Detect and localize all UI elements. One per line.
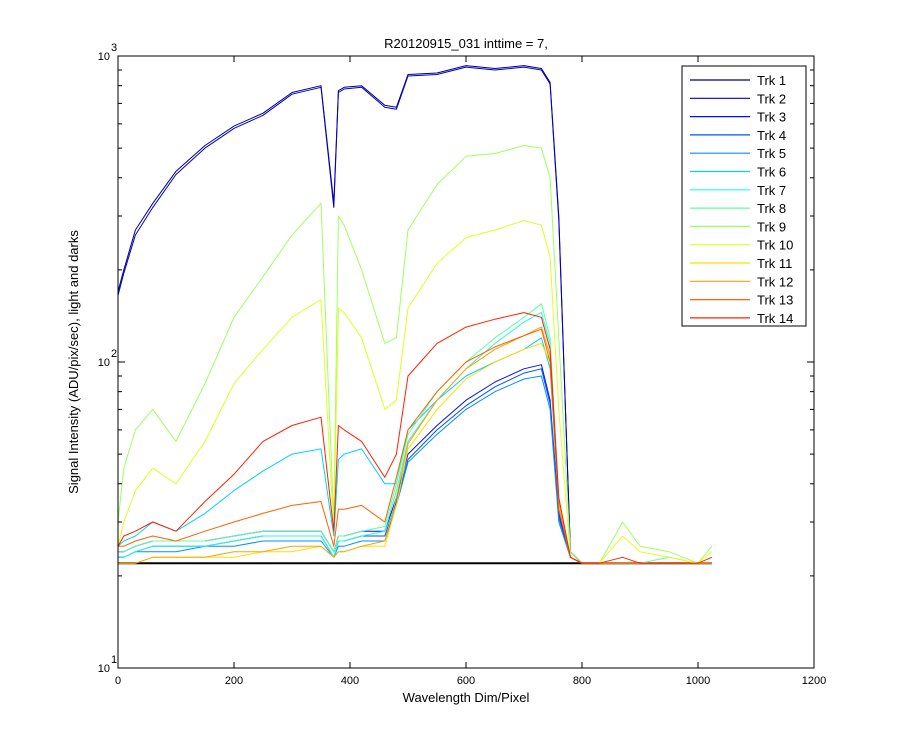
y-tick-label-base: 10 [98, 357, 110, 369]
chart-title: R20120915_031 inttime = 7, [384, 36, 548, 51]
y-tick-label-exponent: 2 [111, 348, 117, 360]
x-tick-label: 200 [225, 675, 243, 687]
legend-label: Trk 6 [757, 165, 786, 180]
legend-box [681, 65, 807, 327]
legend-label: Trk 14 [757, 311, 793, 326]
y-axis-label: Signal Intensity (ADU/pix/sec), light an… [66, 230, 81, 494]
legend-label: Trk 3 [757, 110, 786, 125]
y-tick-label: 102 [98, 348, 117, 369]
legend-label: Trk 2 [757, 91, 786, 106]
legend-entry: Trk 11 [690, 256, 792, 271]
legend-entry: Trk 4 [690, 128, 786, 143]
legend-label: Trk 8 [757, 201, 786, 216]
y-tick-label-base: 10 [98, 51, 110, 63]
legend-entry: Trk 9 [690, 219, 786, 234]
x-tick-label: 1200 [802, 675, 826, 687]
legend-entry: Trk 1 [690, 73, 786, 88]
legend-label: Trk 5 [757, 146, 786, 161]
x-tick-label: 1000 [686, 675, 710, 687]
legend-label: Trk 1 [757, 73, 786, 88]
x-axis-label: Wavelength Dim/Pixel [403, 690, 530, 705]
x-tick-label: 400 [341, 675, 359, 687]
legend-entry: Trk 10 [690, 238, 793, 253]
legend-label: Trk 11 [757, 256, 792, 271]
legend-entry: Trk 6 [690, 165, 786, 180]
legend-entry: Trk 2 [690, 91, 786, 106]
x-tick-label: 800 [573, 675, 591, 687]
legend-label: Trk 9 [757, 219, 786, 234]
legend-label: Trk 4 [757, 128, 786, 143]
legend-entry: Trk 13 [690, 293, 793, 308]
legend-label: Trk 12 [757, 274, 793, 289]
y-tick-label: 103 [98, 42, 117, 63]
legend: Trk 1 Trk 2 Trk 3 Trk 4 Trk 5 Trk 6 Trk 7 Trk 8… [681, 65, 807, 327]
legend-entry: Trk 5 [690, 146, 786, 161]
series-layer [117, 65, 713, 565]
x-tick-label: 0 [115, 675, 121, 687]
legend-entry: Trk 14 [690, 311, 793, 326]
legend-entry: Trk 7 [690, 183, 786, 198]
legend-label: Trk 7 [757, 183, 786, 198]
legend-entry: Trk 12 [690, 274, 793, 289]
y-tick-label: 101 [98, 654, 117, 675]
legend-label: Trk 13 [757, 293, 793, 308]
legend-entry: Trk 3 [690, 110, 786, 125]
y-tick-label-base: 10 [98, 663, 110, 675]
x-tick-label: 600 [457, 675, 475, 687]
y-tick-label-exponent: 1 [111, 654, 117, 666]
legend-items: Trk 1 Trk 2 Trk 3 Trk 4 Trk 5 Trk 6 Trk 7 Trk 8… [690, 73, 793, 326]
legend-label: Trk 10 [757, 238, 793, 253]
y-tick-label-exponent: 3 [111, 42, 117, 54]
series-line-trk-14 [117, 312, 713, 564]
legend-entry: Trk 8 [690, 201, 786, 216]
